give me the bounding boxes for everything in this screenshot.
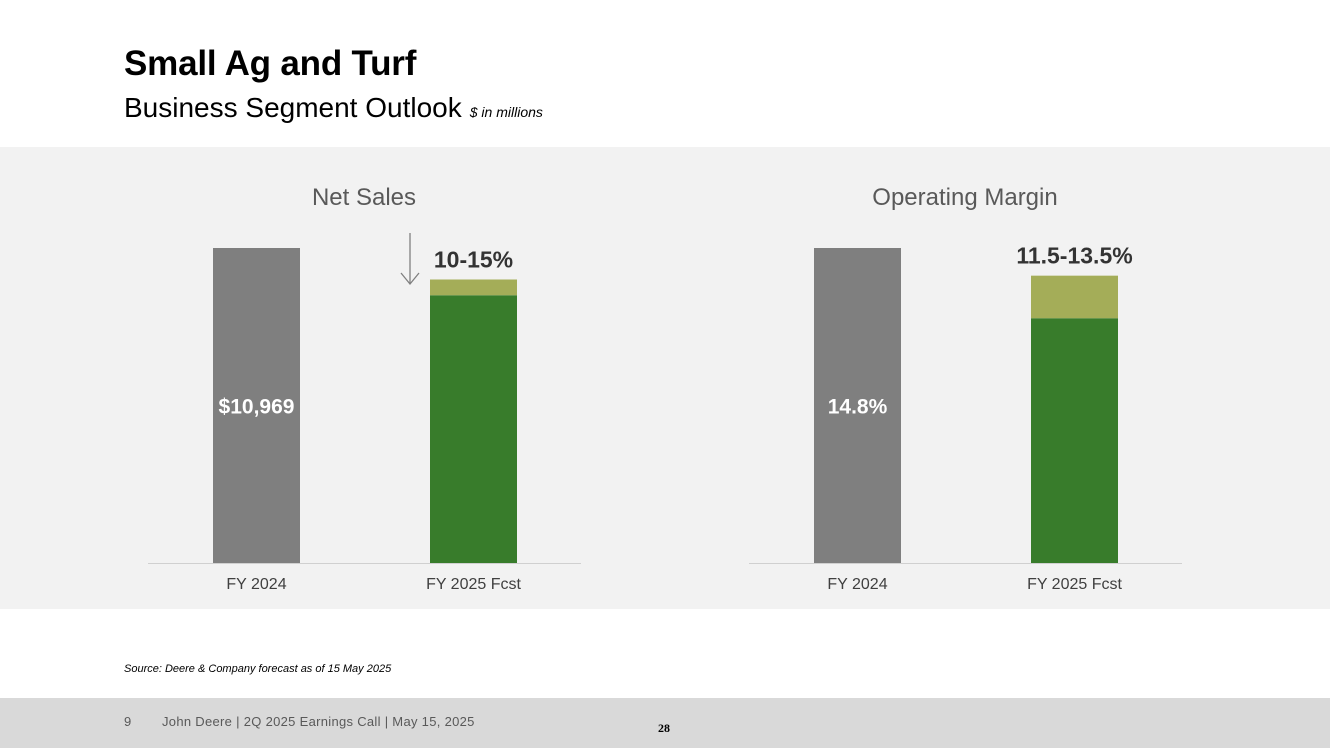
chart-title: Operating Margin xyxy=(872,184,1057,211)
chart-title: Net Sales xyxy=(312,184,416,211)
x-tick-label: FY 2024 xyxy=(827,576,887,593)
x-tick-label: FY 2025 Fcst xyxy=(426,576,521,593)
chart-panel: Net Sales FY 2024 FY 2025 Fcst $10,969 10-15… xyxy=(0,147,1330,609)
x-tick-label: FY 2025 Fcst xyxy=(1027,576,1122,593)
bar-value-label: 14.8% xyxy=(828,396,888,419)
forecast-range-label: 10-15% xyxy=(434,247,513,273)
bar-fy2025-range xyxy=(430,279,517,296)
x-tick-label: FY 2024 xyxy=(226,576,286,593)
units-note: $ in millions xyxy=(469,104,543,120)
slide-subtitle: Business Segment Outlook $ in millions xyxy=(124,92,543,124)
bar-fy2025-low xyxy=(430,295,517,563)
footer-text: John Deere | 2Q 2025 Earnings Call | May… xyxy=(162,714,475,729)
footer-mark: 28 xyxy=(658,721,670,735)
bar-fy2024 xyxy=(213,248,300,563)
footer-bar: 9 John Deere | 2Q 2025 Earnings Call | M… xyxy=(0,698,1330,748)
bar-fy2024 xyxy=(814,248,901,563)
forecast-range-label: 11.5-13.5% xyxy=(1016,243,1132,269)
bar-fy2025-range xyxy=(1031,275,1118,319)
charts-svg: Net Sales FY 2024 FY 2025 Fcst $10,969 10-15… xyxy=(148,184,1182,593)
subtitle-text: Business Segment Outlook xyxy=(124,92,462,123)
slide-title: Small Ag and Turf xyxy=(124,44,417,83)
bar-value-label: $10,969 xyxy=(219,396,295,419)
down-arrow-head xyxy=(400,272,420,286)
bar-fy2025-low xyxy=(1031,318,1118,563)
source-note: Source: Deere & Company forecast as of 1… xyxy=(124,663,392,675)
page-number: 9 xyxy=(124,714,132,729)
